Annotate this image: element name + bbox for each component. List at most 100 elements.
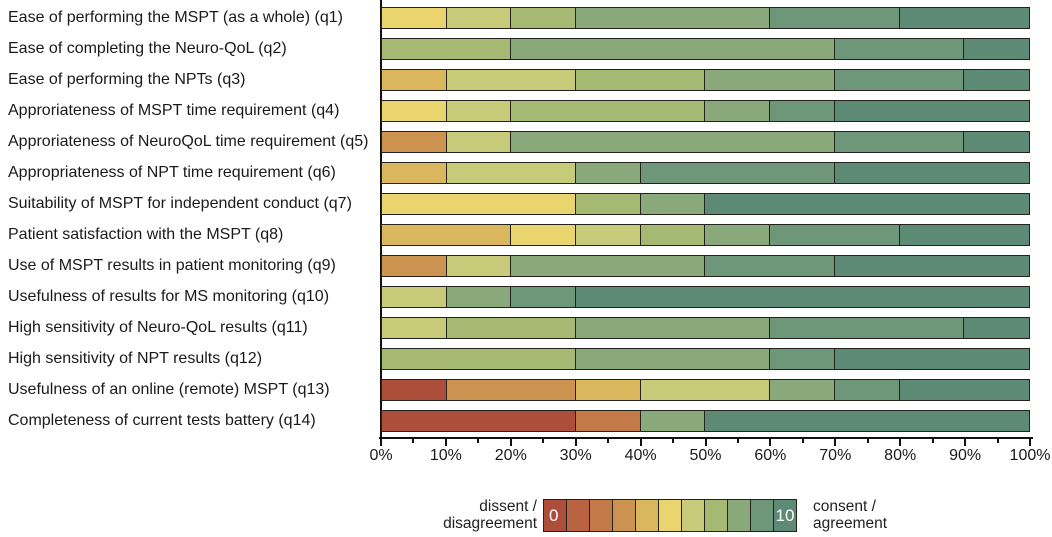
bar-segment-rating-4 xyxy=(382,70,447,90)
bar-segment-rating-8 xyxy=(446,287,512,307)
bar-segment-rating-8 xyxy=(576,349,771,369)
bar-row-q8 xyxy=(381,224,1030,246)
bar-segment-rating-6 xyxy=(446,8,512,28)
bar-segment-rating-3 xyxy=(382,256,447,276)
bar-segment-rating-7 xyxy=(576,70,706,90)
x-tick-label: 70% xyxy=(819,447,852,464)
x-major-tick xyxy=(509,439,512,446)
bar-segment-rating-7 xyxy=(382,39,512,59)
bar-segment-rating-6 xyxy=(446,101,512,121)
bar-segment-rating-2 xyxy=(576,411,641,431)
bar-row-q5 xyxy=(381,131,1030,153)
bar-segment-rating-6 xyxy=(446,70,577,90)
bar-segment-rating-10 xyxy=(964,70,1029,90)
row-label-q9: Use of MSPT results in patient monitorin… xyxy=(8,257,336,274)
x-minor-tick xyxy=(931,439,934,443)
legend-dissent-label: dissent / disagreement xyxy=(340,498,537,532)
legend-color-box-9 xyxy=(750,499,774,532)
bar-segment-rating-7 xyxy=(511,8,577,28)
x-tick-label: 10% xyxy=(429,447,462,464)
bar-segment-rating-5 xyxy=(511,225,577,245)
x-major-tick xyxy=(834,439,837,446)
x-minor-tick xyxy=(801,439,804,443)
x-tick-label: 20% xyxy=(494,447,527,464)
bar-segment-rating-3 xyxy=(446,380,577,400)
bar-segment-rating-6 xyxy=(446,163,577,183)
x-tick-label: 60% xyxy=(754,447,787,464)
bar-segment-rating-10 xyxy=(964,132,1029,152)
bar-segment-rating-4 xyxy=(382,163,447,183)
row-label-q14: Completeness of current tests battery (q… xyxy=(8,412,316,429)
bar-row-q14 xyxy=(381,410,1030,432)
row-label-q4: Approriateness of MSPT time requirement … xyxy=(8,102,340,119)
bar-row-q9 xyxy=(381,255,1030,277)
bar-segment-rating-10 xyxy=(834,349,1029,369)
bar-segment-rating-8 xyxy=(576,318,771,338)
row-label-q8: Patient satisfaction with the MSPT (q8) xyxy=(8,226,284,243)
legend-color-box-1 xyxy=(566,499,590,532)
bar-segment-rating-6 xyxy=(382,287,447,307)
x-major-tick xyxy=(704,439,707,446)
legend-color-scale: 0 10 xyxy=(543,499,797,532)
bar-row-q13 xyxy=(381,379,1030,401)
x-minor-tick xyxy=(607,439,610,443)
x-major-tick xyxy=(444,439,447,446)
x-tick-label: 100% xyxy=(1009,447,1051,464)
bar-segment-rating-0 xyxy=(382,411,577,431)
legend-color-box-2 xyxy=(589,499,613,532)
bar-row-q4 xyxy=(381,100,1030,122)
x-axis-line xyxy=(379,437,1033,439)
bar-segment-rating-10 xyxy=(834,101,1029,121)
legend-color-box-3 xyxy=(612,499,636,532)
x-minor-tick xyxy=(542,439,545,443)
bar-segment-rating-3 xyxy=(382,132,447,152)
bar-segment-rating-10 xyxy=(964,39,1029,59)
x-minor-tick xyxy=(866,439,869,443)
x-tick-label: 0% xyxy=(369,447,393,464)
bar-segment-rating-10 xyxy=(576,287,1029,307)
bar-row-q7 xyxy=(381,193,1030,215)
row-label-q12: High sensitivity of NPT results (q12) xyxy=(8,350,263,367)
row-label-q11: High sensitivity of Neuro-QoL results (q… xyxy=(8,319,308,336)
row-label-q10: Usefulness of results for MS monitoring … xyxy=(8,288,330,305)
bar-segment-rating-5 xyxy=(382,8,447,28)
bar-segment-rating-4 xyxy=(382,225,512,245)
x-major-tick xyxy=(964,439,967,446)
plot-area xyxy=(381,0,1032,439)
bar-segment-rating-4 xyxy=(576,380,641,400)
bar-segment-rating-10 xyxy=(899,225,1029,245)
bar-segment-rating-6 xyxy=(446,256,512,276)
bar-segment-rating-9 xyxy=(770,101,835,121)
bar-segment-rating-10 xyxy=(899,380,1029,400)
bar-segment-rating-6 xyxy=(382,318,447,338)
bar-segment-rating-10 xyxy=(705,194,1029,214)
bar-row-q6 xyxy=(381,162,1030,184)
x-minor-tick xyxy=(996,439,999,443)
row-label-q13: Usefulness of an online (remote) MSPT (q… xyxy=(8,381,330,398)
bar-segment-rating-9 xyxy=(705,256,835,276)
bar-segment-rating-9 xyxy=(770,225,900,245)
bar-segment-rating-6 xyxy=(446,132,512,152)
legend-color-box-8 xyxy=(727,499,751,532)
x-tick-label: 40% xyxy=(624,447,657,464)
bar-segment-rating-8 xyxy=(770,380,835,400)
bar-segment-rating-9 xyxy=(770,349,835,369)
legend-color-box-6 xyxy=(681,499,705,532)
bar-segment-rating-9 xyxy=(834,39,965,59)
bar-row-q12 xyxy=(381,348,1030,370)
legend-color-box-10: 10 xyxy=(773,499,797,532)
bar-segment-rating-6 xyxy=(640,380,771,400)
bar-row-q3 xyxy=(381,69,1030,91)
bar-segment-rating-10 xyxy=(834,163,1029,183)
x-tick-label: 90% xyxy=(949,447,982,464)
bar-segment-rating-8 xyxy=(640,194,706,214)
bar-segment-rating-9 xyxy=(834,70,965,90)
row-label-q3: Ease of performing the NPTs (q3) xyxy=(8,71,246,88)
bar-segment-rating-5 xyxy=(382,194,577,214)
bar-segment-rating-10 xyxy=(899,8,1029,28)
x-tick-label: 50% xyxy=(689,447,722,464)
legend-consent-line2: agreement xyxy=(813,514,888,532)
bar-row-q1 xyxy=(381,7,1030,29)
bar-row-q2 xyxy=(381,38,1030,60)
bar-segment-rating-9 xyxy=(770,318,965,338)
